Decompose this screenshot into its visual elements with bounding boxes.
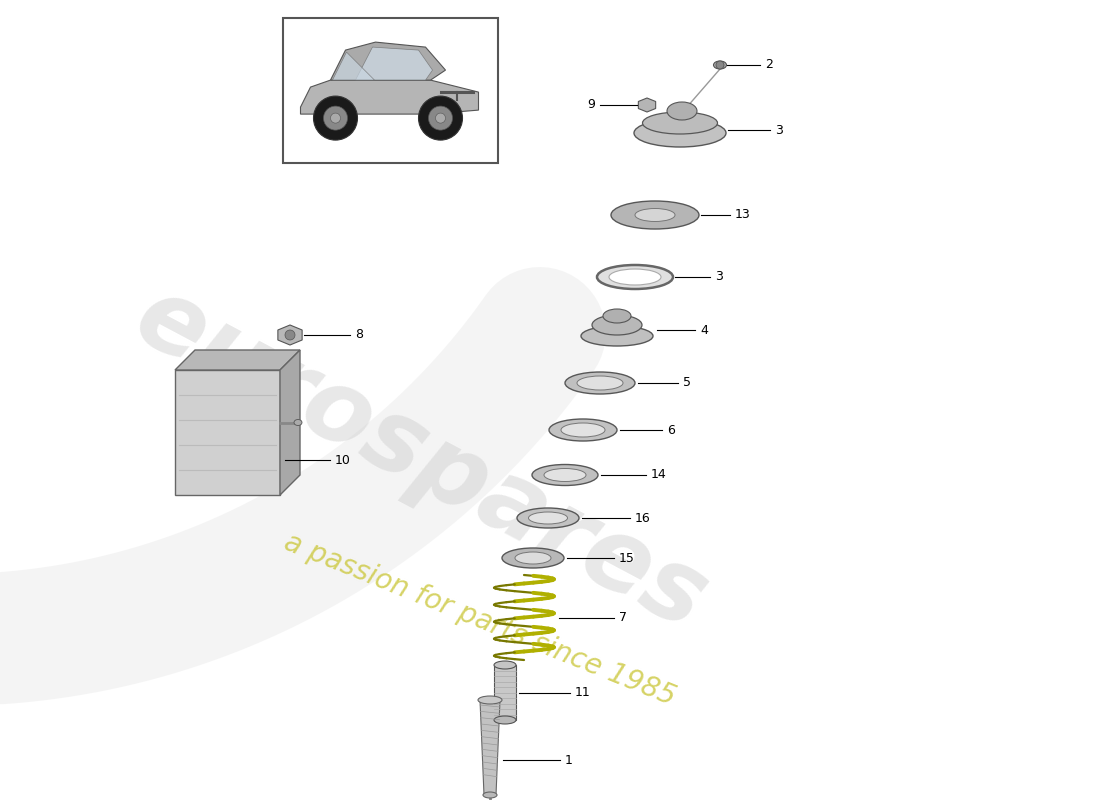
Text: 6: 6: [667, 423, 675, 437]
Text: 10: 10: [336, 454, 351, 466]
Text: 14: 14: [651, 469, 667, 482]
Circle shape: [418, 96, 462, 140]
Ellipse shape: [565, 372, 635, 394]
Text: 1: 1: [565, 754, 573, 766]
Bar: [283, 18, 498, 163]
Ellipse shape: [544, 469, 586, 482]
Ellipse shape: [528, 512, 568, 524]
Ellipse shape: [502, 548, 564, 568]
Ellipse shape: [609, 269, 661, 285]
Bar: [494, 665, 516, 720]
Bar: [175, 370, 280, 495]
Circle shape: [330, 113, 341, 123]
Ellipse shape: [294, 419, 302, 426]
Polygon shape: [175, 350, 300, 370]
Polygon shape: [300, 80, 478, 114]
Text: 7: 7: [619, 611, 627, 624]
Ellipse shape: [549, 419, 617, 441]
Circle shape: [323, 106, 348, 130]
Polygon shape: [638, 98, 656, 112]
Ellipse shape: [610, 201, 698, 229]
Text: eurospares: eurospares: [118, 269, 722, 651]
Ellipse shape: [634, 119, 726, 147]
Text: 16: 16: [635, 511, 651, 525]
Ellipse shape: [515, 552, 551, 564]
Ellipse shape: [667, 102, 697, 120]
Polygon shape: [278, 325, 303, 345]
Text: a passion for parts since 1985: a passion for parts since 1985: [280, 529, 680, 711]
Ellipse shape: [714, 61, 726, 69]
Ellipse shape: [494, 661, 516, 669]
Polygon shape: [330, 42, 446, 80]
Ellipse shape: [635, 209, 675, 222]
Ellipse shape: [578, 376, 623, 390]
Polygon shape: [355, 47, 432, 80]
Text: 5: 5: [683, 377, 691, 390]
Circle shape: [436, 113, 446, 123]
Ellipse shape: [642, 112, 717, 134]
Ellipse shape: [592, 315, 642, 335]
Ellipse shape: [517, 508, 579, 528]
Circle shape: [429, 106, 452, 130]
Ellipse shape: [561, 423, 605, 437]
Circle shape: [716, 61, 724, 69]
Ellipse shape: [494, 716, 516, 724]
Text: 15: 15: [619, 551, 635, 565]
Ellipse shape: [581, 326, 653, 346]
Text: 3: 3: [715, 270, 723, 283]
Circle shape: [285, 330, 295, 340]
Circle shape: [314, 96, 358, 140]
Polygon shape: [480, 700, 501, 795]
Ellipse shape: [597, 265, 673, 289]
Text: 2: 2: [764, 58, 773, 71]
Text: 8: 8: [355, 329, 363, 342]
Text: 4: 4: [700, 323, 708, 337]
Text: 3: 3: [776, 123, 783, 137]
Text: 11: 11: [575, 686, 591, 699]
Text: 13: 13: [735, 209, 750, 222]
Polygon shape: [280, 350, 300, 495]
Ellipse shape: [478, 696, 502, 704]
Ellipse shape: [532, 465, 598, 486]
Polygon shape: [332, 52, 374, 80]
Ellipse shape: [483, 792, 497, 798]
Ellipse shape: [603, 309, 631, 323]
Text: 9: 9: [587, 98, 595, 111]
